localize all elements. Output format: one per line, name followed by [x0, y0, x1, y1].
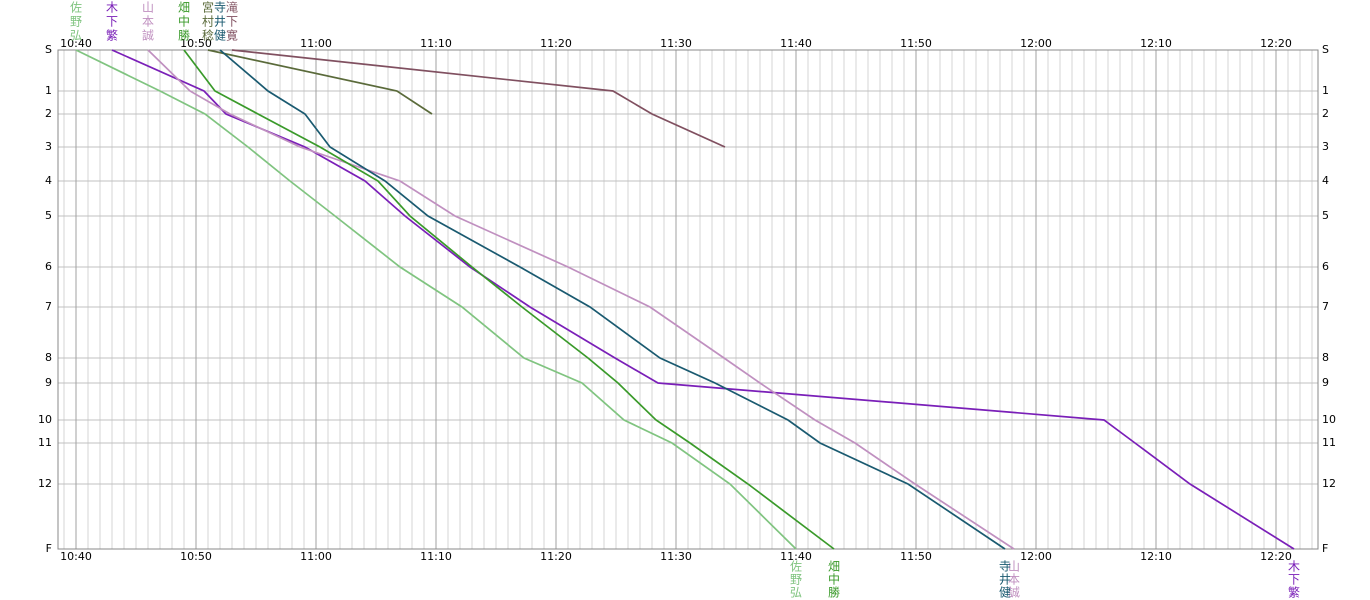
runner-line	[147, 49, 1015, 550]
runner-name: 宮	[202, 0, 214, 15]
runner-name: 本	[142, 15, 154, 29]
runner-name: 繁	[106, 28, 118, 43]
y-tick-label: 4	[45, 174, 52, 187]
y-tick-label: 5	[1322, 209, 1329, 222]
x-tick-label: 12:20	[1260, 550, 1292, 563]
y-tick-label: 4	[1322, 174, 1329, 187]
runner-name: 下	[1288, 573, 1300, 587]
x-tick-label: 11:10	[420, 37, 452, 50]
runner-name: 寺	[999, 560, 1011, 574]
runner-name: 畑	[178, 1, 190, 15]
y-tick-label: 11	[1322, 436, 1336, 449]
x-tick-label: 11:30	[660, 37, 692, 50]
runner-name: 本	[1008, 573, 1020, 587]
runner-name: 山	[1008, 560, 1020, 574]
y-tick-label: F	[1322, 542, 1328, 555]
y-tick-label: 8	[45, 351, 52, 364]
runner-name: 下	[106, 15, 118, 29]
y-tick-label: 11	[38, 436, 52, 449]
y-tick-label: 7	[1322, 300, 1329, 313]
runner-name: 寺	[214, 1, 226, 15]
y-tick-label: 10	[38, 413, 52, 426]
runner-name: 井	[214, 15, 226, 29]
x-tick-label: 11:50	[900, 37, 932, 50]
runner-name: 誠	[142, 29, 154, 43]
x-tick-label: 12:00	[1020, 37, 1052, 50]
y-tick-label: 10	[1322, 413, 1336, 426]
y-tick-label: 3	[45, 140, 52, 153]
runner-name: 木	[106, 1, 118, 15]
x-tick-label: 12:10	[1140, 550, 1172, 563]
x-tick-label: 11:00	[300, 550, 332, 563]
runner-name: 健	[214, 29, 226, 43]
y-tick-label: 1	[45, 84, 52, 97]
runner-line	[183, 49, 835, 550]
y-tick-label: 12	[38, 477, 52, 490]
runner-name: 野	[790, 573, 802, 587]
runner-name: 誠	[1008, 586, 1020, 600]
runner-name: 繁	[1288, 585, 1300, 600]
runner-line	[231, 49, 726, 148]
x-tick-label: 11:20	[540, 37, 572, 50]
x-tick-label: 12:10	[1140, 37, 1172, 50]
x-tick-label: 12:20	[1260, 37, 1292, 50]
y-tick-label: 8	[1322, 351, 1329, 364]
runner-name: 野	[70, 15, 82, 29]
runner-name: 下	[226, 15, 238, 29]
x-tick-label: 11:20	[540, 550, 572, 563]
runner-name: 中	[828, 572, 840, 587]
y-tick-label: 3	[1322, 140, 1329, 153]
runner-name: 寛	[226, 28, 238, 43]
runner-name: 井	[999, 573, 1011, 587]
x-tick-label: 11:40	[780, 550, 812, 563]
runner-name: 勝	[178, 28, 190, 43]
runner-name: 勝	[828, 585, 840, 600]
runner-name: 弘	[70, 29, 82, 43]
runner-name: 稔	[202, 29, 214, 43]
x-tick-label: 11:30	[660, 550, 692, 563]
x-tick-label: 11:50	[900, 550, 932, 563]
x-tick-label: 11:10	[420, 550, 452, 563]
runner-name: 中	[178, 14, 190, 29]
runner-line	[219, 49, 1006, 550]
y-tick-label: S	[1322, 43, 1329, 56]
runner-name: 畑	[828, 560, 840, 574]
y-tick-label: 9	[45, 376, 52, 389]
runner-name: 村	[202, 15, 214, 29]
runner-name: 佐	[70, 1, 82, 15]
runner-name: 佐	[790, 560, 802, 574]
y-tick-label: 9	[1322, 376, 1329, 389]
runner-line	[111, 49, 1295, 550]
plot-border	[57, 49, 1319, 550]
y-tick-label: 2	[1322, 107, 1329, 120]
x-tick-label: 11:40	[780, 37, 812, 50]
runner-line	[75, 49, 797, 550]
runner-name: 弘	[790, 586, 802, 600]
runner-name: 滝	[226, 1, 238, 15]
x-tick-label: 11:00	[300, 37, 332, 50]
runner-name: 健	[999, 586, 1011, 600]
y-tick-label: 6	[1322, 260, 1329, 273]
y-tick-label: 5	[45, 209, 52, 222]
x-tick-label: 10:40	[60, 37, 92, 50]
x-tick-label: 10:40	[60, 550, 92, 563]
y-tick-label: S	[45, 43, 52, 56]
y-tick-label: 6	[45, 260, 52, 273]
y-tick-label: F	[46, 542, 52, 555]
runner-line	[207, 49, 433, 115]
x-tick-label: 10:50	[180, 550, 212, 563]
y-tick-label: 12	[1322, 477, 1336, 490]
runner-name: 木	[1288, 560, 1300, 574]
y-tick-label: 2	[45, 107, 52, 120]
y-tick-label: 1	[1322, 84, 1329, 97]
runner-name: 山	[142, 1, 154, 15]
x-tick-label: 12:00	[1020, 550, 1052, 563]
y-tick-label: 7	[45, 300, 52, 313]
x-tick-label: 10:50	[180, 37, 212, 50]
